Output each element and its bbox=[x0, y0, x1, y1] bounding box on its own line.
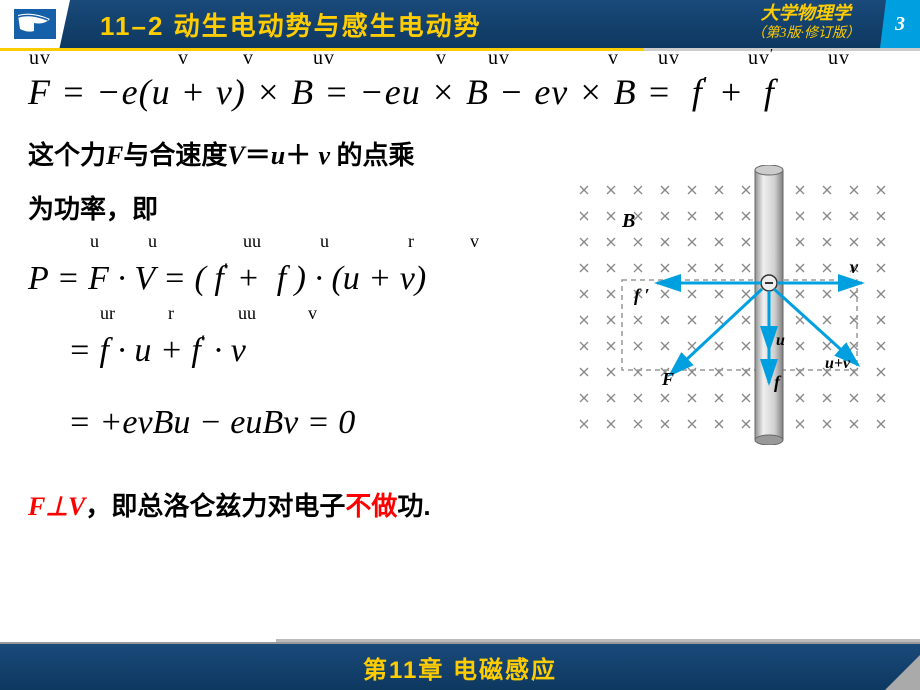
svg-text:v: v bbox=[850, 257, 859, 277]
conclusion-line: F⊥V，即总洛仑兹力对电子不做功. bbox=[28, 486, 892, 523]
svg-text:F: F bbox=[661, 369, 674, 389]
main-equation: uv v v uv v uv v uv uv′ uv F = −e(u + v)… bbox=[28, 71, 892, 113]
conclusion-mid: ，即总洛仑兹力对电子 bbox=[85, 491, 345, 521]
footer-line bbox=[276, 639, 920, 642]
footer-bar: 第11章 电磁感应 bbox=[0, 642, 920, 690]
svg-text:B: B bbox=[621, 210, 635, 232]
logo-badge bbox=[0, 0, 70, 48]
svg-text:f ′: f ′ bbox=[634, 285, 650, 305]
power-equations: uu uuu rv P = F · V = ( f′ + f ) · (u + … bbox=[28, 245, 552, 457]
logo-icon bbox=[14, 9, 56, 39]
conclusion-suffix: 功. bbox=[397, 491, 430, 521]
force-diagram: B v f ′ u f F u+v bbox=[562, 165, 892, 445]
book-info: 大学物理学 （第3版·修订版） bbox=[752, 2, 861, 44]
header-bar: 11–2 动生电动势与感生电动势 大学物理学 （第3版·修订版） 3 bbox=[0, 0, 920, 48]
eq-line3: = +evBu − euBv = 0 bbox=[28, 389, 552, 457]
svg-text:u+v: u+v bbox=[825, 355, 851, 372]
eq-line2: urr uuv = f · u + f′ · v bbox=[28, 317, 552, 385]
conclusion-highlight: 不做 bbox=[345, 491, 397, 521]
chapter-title: 11–2 动生电动势与感生电动势 bbox=[100, 6, 482, 43]
book-title: 大学物理学 bbox=[752, 2, 861, 25]
eq1-text: F = −e(u + v) × B = −eu × B − ev × B = f… bbox=[28, 72, 775, 112]
perp-formula: F⊥V bbox=[28, 492, 85, 521]
svg-text:u: u bbox=[776, 332, 785, 349]
footer-corner bbox=[885, 655, 920, 690]
page-number: 3 bbox=[880, 0, 920, 48]
slide-content: uv v v uv v uv v uv uv′ uv F = −e(u + v)… bbox=[0, 51, 920, 523]
book-edition: （第3版·修订版） bbox=[752, 25, 861, 43]
footer-text: 第11章 电磁感应 bbox=[363, 650, 557, 685]
